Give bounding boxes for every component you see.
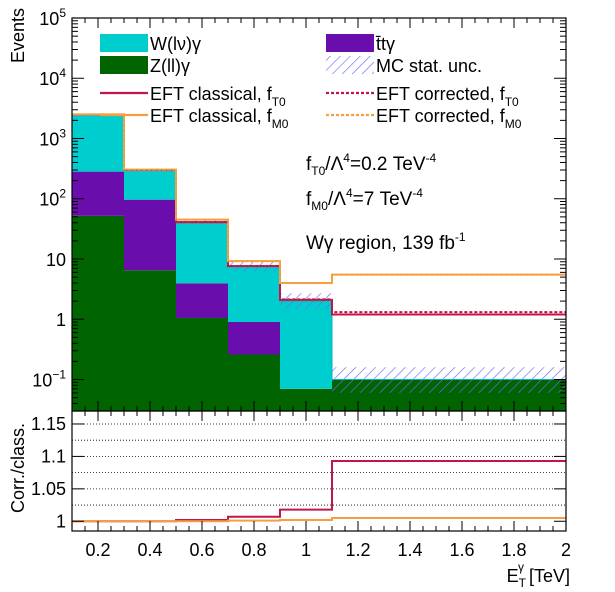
bar-wl-bin-0 [72, 114, 124, 172]
legend-label: W(lν)γ [150, 34, 201, 54]
y-tick-label: 104 [39, 66, 66, 89]
ratio-line-0 [72, 459, 566, 523]
svg-text:fT0/Λ4=0.2 TeV-4: fT0/Λ4=0.2 TeV-4 [306, 151, 436, 178]
stacked-bars [72, 114, 566, 411]
bar-zll-bin-1 [124, 270, 176, 411]
legend-label: MC stat. unc. [376, 56, 482, 76]
svg-text:ETγ [TeV]: ETγ [TeV] [507, 560, 570, 590]
ratio-line-1 [72, 517, 566, 523]
y-tick-label: 102 [39, 187, 66, 210]
bar-wl-bin-4 [280, 301, 332, 389]
y-tick-label: 10 [46, 250, 66, 270]
ratio-lines [72, 459, 566, 523]
main-panel-ticks [71, 17, 567, 412]
legend-entry-3: MC stat. unc. [326, 56, 482, 76]
ratio-y-tick-label: 1.1 [41, 446, 66, 466]
bar-zll-bin-2 [176, 317, 228, 411]
legend: W(lν)γ t̄tγ Z(ll)γ MC stat. unc. EFT classic… [100, 34, 522, 131]
legend-entry-7: EFT corrected, fM0 [326, 106, 522, 131]
bar-zll-bin-0 [72, 215, 124, 411]
ratio-gridlines [72, 423, 566, 506]
svg-text:fM0/Λ4=7 TeV-4: fM0/Λ4=7 TeV-4 [306, 186, 423, 213]
annotation-fm0: fM0/Λ4=7 TeV-4 [306, 186, 423, 213]
eft-lines [72, 113, 566, 380]
x-tick-label: 1.2 [345, 540, 370, 560]
x-tick-label: 0.6 [189, 540, 214, 560]
ratio-panel-frame [71, 410, 567, 532]
legend-swatch [100, 34, 148, 52]
legend-entry-4: EFT classical, fT0 [100, 84, 286, 109]
legend-entry-1: t̄tγ [326, 34, 395, 54]
legend-label: EFT classical, fM0 [150, 106, 289, 131]
ratio-panel-ticks [71, 411, 567, 531]
x-tick-labels: 0.2 0.4 0.6 0.8 1 1.2 1.4 1.6 1.8 2 [85, 540, 571, 560]
legend-swatch [100, 56, 148, 74]
annotation-region: Wγ region, 139 fb-1 [306, 230, 466, 254]
x-tick-label: 1.6 [449, 540, 474, 560]
bar-tt-bin-2 [176, 283, 228, 318]
x-tick-label: 1.8 [501, 540, 526, 560]
eft-line-3 [72, 113, 566, 284]
legend-label: EFT corrected, fM0 [376, 106, 522, 131]
legend-label: EFT corrected, fT0 [376, 84, 519, 109]
legend-swatch [326, 34, 374, 52]
y-tick-label: 10−1 [32, 367, 66, 390]
svg-text:Wγ region, 139 fb-1: Wγ region, 139 fb-1 [306, 230, 466, 254]
bar-tt-bin-3 [228, 322, 280, 355]
ratio-y-tick-labels: 1 1.05 1.1 1.15 [31, 414, 66, 531]
bar-wl-bin-3 [228, 266, 280, 323]
bar-wl-bin-1 [124, 170, 176, 200]
bar-tt-bin-0 [72, 171, 124, 216]
main-panel: 10−1 1 10 102 103 104 105 Events W(lν)γ t̄tγ Z(l… [8, 6, 567, 412]
legend-entry-0: W(lν)γ [100, 34, 201, 54]
mc-stat-unc-bin-5 [332, 367, 566, 393]
bar-tt-bin-1 [124, 199, 176, 271]
ratio-y-tick-label: 1 [56, 511, 66, 531]
x-tick-label: 1 [301, 540, 311, 560]
x-tick-label: 0.8 [241, 540, 266, 560]
y-tick-label: 103 [39, 126, 66, 149]
ratio-panel: 11.051.11.15 0.2 0.4 0.6 0.8 1 1.2 1.4 1.6 1.8 2 … [8, 410, 571, 590]
x-tick-label: 2 [561, 540, 571, 560]
x-tick-label: 0.4 [137, 540, 162, 560]
legend-entry-6: EFT classical, fM0 [100, 106, 289, 131]
main-y-tick-labels: 10−1 1 10 102 103 104 105 [32, 6, 66, 390]
legend-label: EFT classical, fT0 [150, 84, 286, 109]
y-axis-title: Events [8, 8, 28, 63]
bar-zll-bin-4 [280, 388, 332, 411]
x-axis-title: ETγ [TeV] [507, 560, 570, 590]
bar-wl-bin-2 [176, 222, 228, 284]
y-tick-label: 1 [56, 310, 66, 330]
legend-label: t̄tγ [375, 34, 395, 54]
annotation-ft0: fT0/Λ4=0.2 TeV-4 [306, 151, 436, 178]
legend-entry-5: EFT corrected, fT0 [326, 84, 519, 109]
y-tick-label: 105 [39, 6, 66, 29]
x-tick-label: 0.2 [85, 540, 110, 560]
legend-swatch [326, 56, 374, 74]
legend-entry-2: Z(ll)γ [100, 56, 190, 76]
ratio-y-tick-label: 1.05 [31, 479, 66, 499]
ratio-y-axis-title: Corr./class. [8, 423, 28, 513]
x-tick-label: 1.4 [397, 540, 422, 560]
legend-label: Z(ll)γ [150, 56, 190, 76]
ratio-y-tick-label: 1.15 [31, 414, 66, 434]
